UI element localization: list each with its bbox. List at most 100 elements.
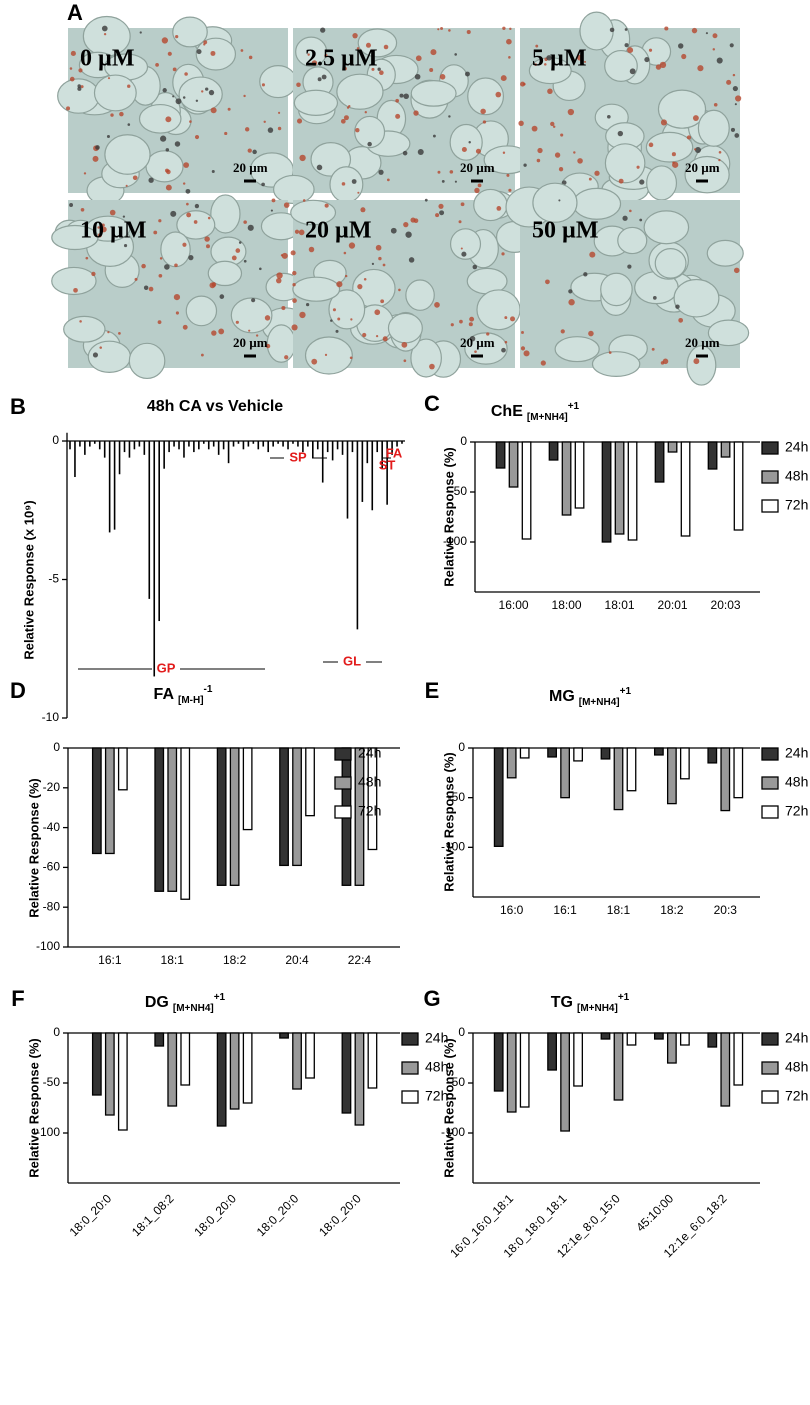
y-tick-label: -50 — [450, 484, 468, 498]
spectrum-bar — [371, 441, 374, 511]
spectrum-bar — [178, 441, 180, 450]
droplet — [341, 182, 346, 186]
spectrum-bar — [401, 441, 403, 444]
droplet — [506, 173, 510, 177]
droplet — [165, 116, 172, 123]
title-sup: -1 — [204, 684, 213, 695]
droplet — [629, 68, 636, 75]
droplet — [521, 331, 524, 334]
droplet — [408, 257, 415, 263]
droplet — [186, 212, 192, 218]
bar — [601, 441, 612, 543]
bar — [679, 747, 690, 780]
droplet — [560, 133, 564, 137]
chart-title: MG [M+NH4]+1 — [549, 686, 631, 708]
micrograph — [505, 182, 750, 386]
spectrum-bar — [292, 441, 294, 444]
concentration-label: 5 µM — [532, 46, 586, 72]
spectrum-bar — [302, 441, 304, 453]
droplet — [568, 289, 573, 294]
panel-label: D — [10, 678, 26, 703]
droplet — [201, 353, 204, 357]
bar — [547, 1032, 557, 1071]
droplet — [109, 209, 116, 216]
cell — [554, 336, 600, 363]
droplet — [247, 224, 254, 231]
legend-label: 72h — [785, 497, 808, 513]
bar — [653, 1032, 664, 1040]
legend-swatch — [401, 1032, 419, 1046]
droplet — [732, 73, 736, 77]
droplet — [97, 233, 102, 238]
droplet — [609, 27, 615, 33]
droplet — [568, 299, 575, 306]
droplet — [103, 32, 107, 36]
title-sup: +1 — [568, 401, 580, 412]
droplet — [705, 32, 708, 35]
droplet — [307, 53, 310, 56]
droplet — [520, 346, 526, 351]
droplet — [348, 242, 356, 249]
title-main: MG — [549, 688, 575, 705]
droplet — [203, 43, 206, 46]
title-sup: +1 — [214, 992, 226, 1003]
droplet — [186, 202, 189, 206]
droplet — [429, 68, 434, 72]
y-tick-label: -40 — [43, 820, 61, 834]
droplet — [501, 347, 506, 353]
droplet — [173, 293, 181, 301]
panel-label: A — [67, 0, 83, 25]
droplet — [734, 133, 740, 138]
droplet — [321, 74, 327, 80]
cell — [329, 166, 364, 203]
y-tick-label: 0 — [53, 740, 60, 754]
spectrum-bar — [346, 441, 349, 519]
droplet — [247, 148, 252, 153]
cell — [476, 289, 521, 331]
x-tick-label: 16:0 — [500, 903, 524, 917]
bar — [292, 747, 302, 867]
title-main: DG — [145, 994, 169, 1011]
spectrum-bar — [148, 441, 151, 599]
spectrum-bar — [222, 441, 225, 450]
spectrum-bar — [89, 441, 91, 447]
droplet — [210, 107, 217, 114]
droplet — [205, 87, 209, 91]
x-tick-label: 45:10:00 — [633, 1191, 676, 1234]
droplet — [472, 264, 478, 270]
droplet — [544, 63, 547, 66]
spectrum-bar — [158, 441, 160, 622]
legend-label: 72h — [425, 1088, 448, 1104]
x-tick-label: 18:01 — [605, 598, 635, 612]
droplet — [155, 62, 159, 67]
cell — [259, 65, 298, 99]
droplet — [561, 180, 567, 185]
droplet — [175, 311, 179, 315]
droplet — [79, 320, 82, 323]
cell — [172, 16, 208, 48]
droplet — [243, 220, 247, 224]
cell — [387, 312, 423, 344]
spectrum-bar — [118, 441, 121, 475]
spectrum-bar — [207, 441, 210, 450]
droplet — [185, 188, 191, 194]
droplet — [547, 88, 553, 95]
droplet — [429, 363, 435, 370]
y-tick-label: -5 — [48, 572, 59, 586]
cell — [57, 78, 100, 114]
droplet — [577, 54, 583, 61]
bar — [654, 441, 665, 483]
droplet — [437, 28, 440, 31]
droplet — [316, 164, 323, 171]
droplet — [302, 199, 306, 202]
droplet — [550, 121, 555, 127]
spectrum-bar — [79, 441, 81, 447]
droplet — [518, 120, 524, 126]
spectrum-bar — [212, 441, 215, 447]
droplet — [224, 131, 228, 136]
title-main: 48h CA vs Vehicle — [147, 398, 283, 415]
droplet — [80, 207, 85, 212]
droplet — [139, 230, 143, 234]
droplet — [694, 146, 702, 154]
droplet — [158, 273, 163, 278]
